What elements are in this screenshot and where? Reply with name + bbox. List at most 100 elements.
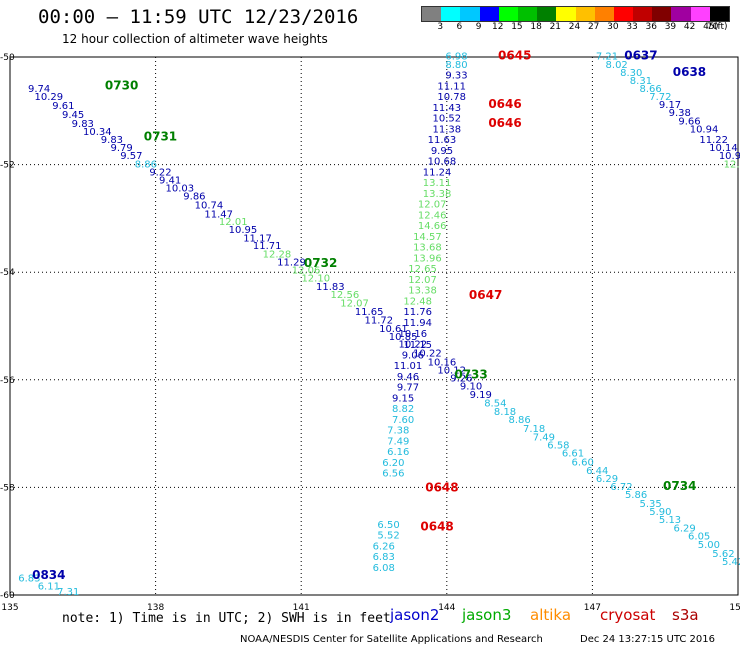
- data-point-label: 9.15: [392, 393, 414, 404]
- data-point-label: 9.79: [110, 143, 132, 154]
- y-tick-label: -50: [0, 53, 15, 63]
- data-point-label: 9.06: [402, 350, 424, 361]
- data-point-label: 8.86: [135, 159, 157, 170]
- data-point-label: 10.03: [166, 184, 195, 195]
- data-point-label: 8.18: [494, 407, 516, 418]
- data-point-label: 11.11: [437, 81, 466, 92]
- data-point-label: 11.76: [403, 307, 432, 318]
- data-point-label: 9.22: [149, 167, 171, 178]
- data-point-label: 7.21: [596, 52, 618, 63]
- data-point-label: 10.85: [389, 332, 418, 343]
- chart-title: 00:00 – 11:59 UTC 12/23/2016: [38, 6, 359, 28]
- data-point-label: 10.29: [35, 92, 64, 103]
- colorbar-tick-label: 42: [683, 22, 696, 32]
- satellite-legend-altika: altika: [530, 606, 572, 624]
- data-point-label: 10.78: [437, 92, 466, 103]
- data-point-label: 11.17: [243, 234, 272, 245]
- data-point-label: 8.66: [640, 84, 662, 95]
- data-point-label: 9.46: [397, 372, 419, 383]
- track-time-label: 0834: [32, 568, 65, 582]
- data-point-label: 6.50: [377, 520, 399, 531]
- track-time-label: 0646: [488, 97, 521, 111]
- data-point-label: 7.49: [533, 433, 555, 444]
- data-point-label: 6.26: [373, 541, 395, 552]
- colorbar-tick-label: 30: [607, 22, 619, 32]
- data-point-label: 6.56: [382, 469, 404, 480]
- x-tick-label: 138: [147, 603, 164, 613]
- track-time-label: 0637: [624, 49, 657, 63]
- colorbar-tick-label: 24: [568, 22, 581, 32]
- data-point-label: 10.94: [690, 124, 719, 135]
- data-point-label: 6.60: [572, 457, 594, 468]
- data-point-label: 11.15: [403, 340, 432, 351]
- colorbar-tick-label: 15: [511, 22, 523, 32]
- data-point-label: 7.49: [387, 436, 409, 447]
- data-point-label: 12.10: [301, 273, 330, 284]
- satellite-legend-jason3: jason3: [462, 606, 512, 624]
- data-point-label: 7.60: [392, 415, 414, 426]
- data-point-label: 10.61: [379, 324, 408, 335]
- data-point-label: 6.83: [18, 574, 40, 585]
- colorbar-tick-label: 9: [475, 22, 482, 32]
- data-point-label: 12.01: [219, 217, 248, 228]
- x-tick-label: 141: [293, 603, 310, 613]
- track-time-label: 0648: [425, 481, 458, 495]
- track-time-label: 0647: [469, 288, 502, 302]
- data-point-label: 12.56: [331, 290, 360, 301]
- colorbar-tick-label: 3: [437, 22, 444, 32]
- data-point-label: 5.35: [640, 499, 662, 510]
- data-point-label: 5.00: [698, 540, 720, 551]
- data-point-label: 6.11: [38, 582, 60, 593]
- data-point-label: 7.18: [523, 424, 545, 435]
- y-tick-label: -52: [0, 161, 15, 171]
- data-point-label: 6.16: [387, 447, 409, 458]
- data-point-label: 11.63: [428, 135, 457, 146]
- colorbar-tick-label: 21: [549, 22, 562, 32]
- data-point-label: 5.52: [377, 531, 399, 542]
- data-point-label: 13.38: [408, 286, 437, 297]
- data-point-label: 9.74: [28, 84, 50, 95]
- x-tick-label: 144: [438, 603, 455, 613]
- colorbar-tick-label: 36: [645, 22, 657, 32]
- data-point-label: 10.14: [709, 143, 738, 154]
- data-point-label: 14.57: [413, 232, 442, 243]
- data-point-label: 9.66: [678, 116, 700, 127]
- data-point-label: 6.83: [373, 552, 395, 563]
- satellite-legend-s3a: s3a: [672, 606, 699, 624]
- data-point-label: 10.12: [437, 365, 466, 376]
- data-point-label: 14.66: [418, 221, 447, 232]
- y-tick-label: -54: [0, 268, 15, 278]
- data-point-label: 11.47: [204, 209, 233, 220]
- data-point-label: 9.83: [101, 135, 123, 146]
- data-point-label: 12.06: [292, 265, 321, 276]
- colorbar-tick-label: 45: [703, 22, 715, 32]
- colorbar-swatch: [479, 7, 499, 21]
- data-point-label: 9.33: [445, 71, 467, 82]
- track-time-label: 0733: [454, 368, 487, 382]
- data-point-label: 11.01: [394, 361, 423, 372]
- x-tick-label: 150: [729, 603, 740, 613]
- track-time-label: 0645: [498, 49, 531, 63]
- data-point-label: 10.16: [399, 329, 428, 340]
- colorbar: [421, 6, 730, 22]
- data-point-label: 6.61: [562, 449, 584, 460]
- data-point-label: 8.54: [484, 399, 506, 410]
- track-time-label: 0731: [144, 129, 177, 143]
- data-point-label: 10.16: [428, 357, 457, 368]
- data-point-label: 10.90: [719, 151, 740, 162]
- data-point-label: 6.29: [596, 474, 618, 485]
- colorbar-tick-label: 12: [492, 22, 504, 32]
- colorbar-tick-label: 33: [626, 22, 638, 32]
- data-point-label: 9.77: [397, 383, 419, 394]
- data-point-label: 12.48: [403, 296, 432, 307]
- data-point-label: 12.28: [263, 250, 292, 261]
- data-point-label: 9.26: [450, 373, 472, 384]
- x-tick-label: 147: [584, 603, 601, 613]
- data-point-label: 8.86: [508, 415, 530, 426]
- track-time-label: 0734: [663, 479, 696, 493]
- credit-text: NOAA/NESDIS Center for Satellite Applica…: [240, 634, 543, 645]
- satellite-legend-cryosat: cryosat: [600, 606, 656, 624]
- plot-frame: [9, 56, 739, 596]
- data-point-label: 11.24: [423, 167, 452, 178]
- data-point-label: 10.74: [195, 201, 224, 212]
